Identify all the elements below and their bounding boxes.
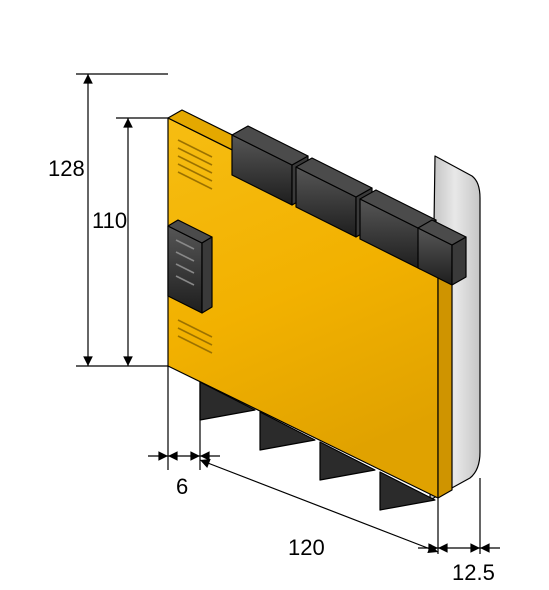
left-connector (168, 220, 212, 313)
dim-depth: 120 (288, 535, 325, 560)
device (168, 110, 480, 510)
dim-height-overall: 128 (48, 156, 85, 181)
diagram-stage: { "dimensions": { "height_overall": "128… (0, 0, 549, 590)
dim-width: 12.5 (452, 560, 495, 585)
dim-offset-left: 6 (176, 474, 188, 499)
drawing-svg: 128 110 6 120 12.5 (0, 0, 549, 590)
dim-height-body: 110 (92, 208, 127, 233)
